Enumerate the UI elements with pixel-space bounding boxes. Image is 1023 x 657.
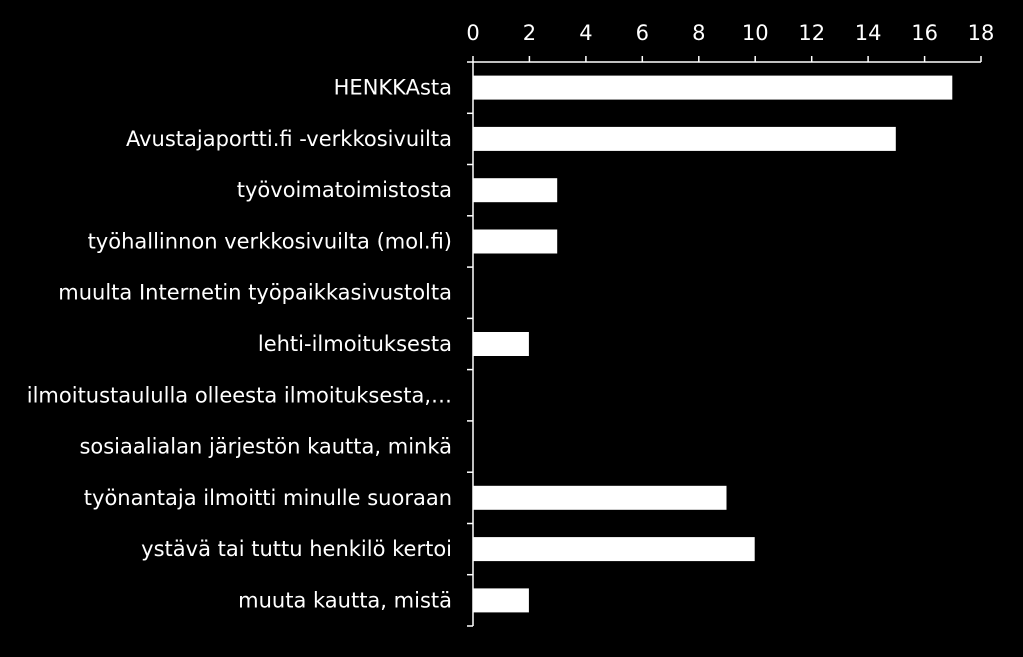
category-labels-group: HENKKAsta Avustajaportti.fi -verkkosivuil… (27, 76, 452, 613)
category-label: ystävä tai tuttu henkilö kertoi (141, 537, 452, 561)
bar (472, 228, 559, 255)
x-tick-label: 10 (742, 21, 769, 45)
bar (472, 74, 954, 101)
category-label: työhallinnon verkkosivuilta (mol.fi) (88, 230, 452, 254)
x-tick-label: 8 (692, 21, 705, 45)
category-label: lehti-ilmoituksesta (258, 332, 452, 356)
x-tick-label: 6 (636, 21, 649, 45)
x-tick-label: 18 (968, 21, 995, 45)
category-label: sosiaalialan järjestön kautta, minkä (79, 435, 452, 459)
bar (472, 125, 897, 152)
category-label: työvoimatoimistosta (237, 178, 452, 202)
x-tick-label: 12 (798, 21, 825, 45)
bar (472, 484, 728, 511)
tick-labels-group: 0 2 4 6 8 10 12 14 16 18 (466, 21, 994, 45)
bar (472, 587, 530, 614)
bars-group (472, 74, 954, 614)
bar (472, 177, 559, 204)
bar (472, 536, 756, 563)
x-tick-label: 14 (855, 21, 882, 45)
x-tick-label: 4 (579, 21, 592, 45)
axes-group (467, 56, 982, 627)
category-label: ilmoitustaululla olleesta ilmoituksesta,… (27, 383, 452, 407)
category-label: muulta Internetin työpaikkasivustolta (58, 281, 452, 305)
bar (472, 331, 530, 357)
category-label: Avustajaportti.fi -verkkosivuilta (126, 127, 452, 151)
category-label: työnantaja ilmoitti minulle suoraan (84, 486, 452, 510)
x-tick-label: 0 (466, 21, 479, 45)
category-label: muuta kautta, mistä (238, 588, 452, 612)
x-tick-label: 16 (911, 21, 938, 45)
category-label: HENKKAsta (334, 76, 452, 100)
x-tick-label: 2 (523, 21, 536, 45)
